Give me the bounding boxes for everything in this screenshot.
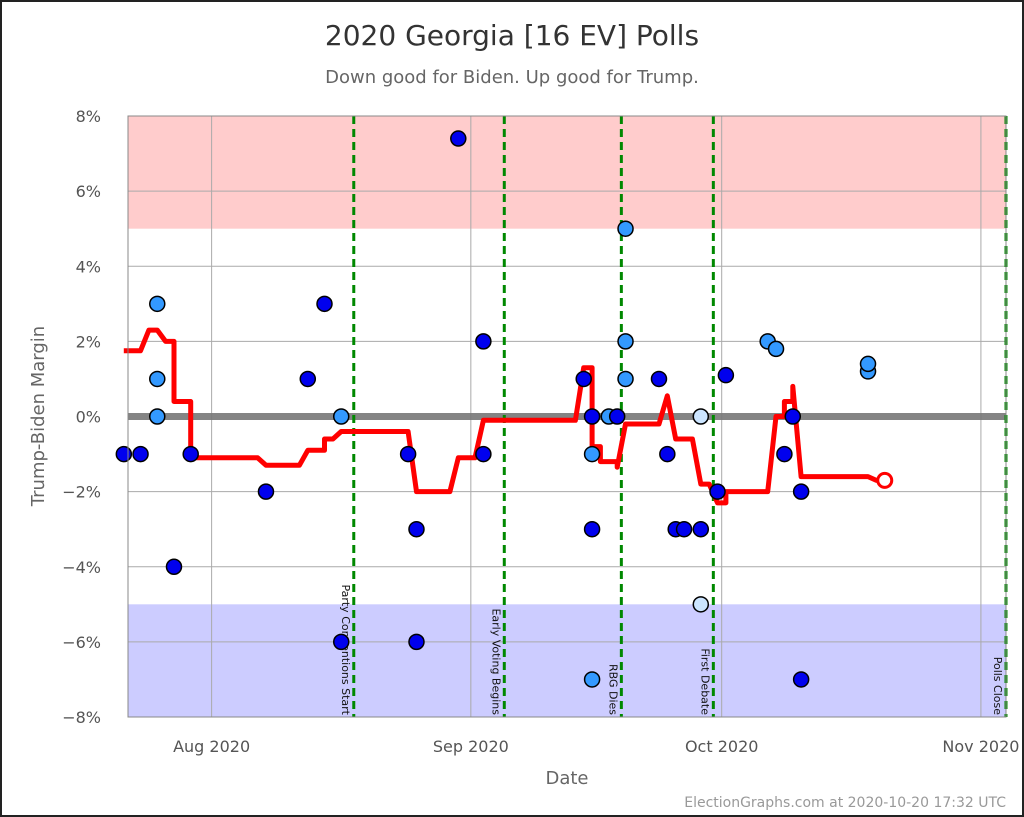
plot-border [127,115,1007,718]
poll-point [149,408,166,425]
poll-point [450,130,467,147]
poll-point [299,370,317,388]
y-tick-label: −2% [62,483,101,502]
poll-point [149,370,166,388]
poll-point [475,445,492,463]
average-line [123,327,885,506]
poll-point [792,671,810,688]
y-tick-label: −8% [62,708,101,727]
poll-point [650,370,668,388]
poll-point [776,445,793,463]
y-tick-label: 0% [76,408,101,427]
event-label: Polls Close [991,657,1004,716]
poll-point [608,408,626,425]
chart-title: 2020 Georgia [16 EV] Polls [325,19,699,52]
poll-point [149,295,166,313]
x-tick-label: Sep 2020 [433,737,509,756]
poll-point [617,220,634,237]
event-label: RBG Dies [606,664,619,715]
poll-point [165,558,183,575]
event-label: First Debate [698,648,711,715]
poll-point [182,445,199,463]
y-tick-label: 4% [76,257,101,276]
poll-point [692,520,710,538]
poll-point [659,445,676,463]
poll-point [475,333,492,350]
poll-point [692,408,710,425]
biden-band [128,604,1006,717]
poll-point [859,355,877,373]
poll-point [408,520,425,538]
poll-point [709,483,726,500]
x-tick-label: Oct 2020 [685,737,758,756]
poll-point [692,596,710,613]
poll-point [132,445,149,463]
credit-text: ElectionGraphs.com at 2020-10-20 17:32 U… [684,795,1006,811]
y-tick-label: −4% [62,558,101,577]
y-tick-label: 2% [76,332,101,351]
x-tick-label: Nov 2020 [942,737,1019,756]
y-tick-label: 8% [76,107,101,126]
trump-band [128,116,1006,229]
poll-point [583,408,601,425]
poll-point [115,445,133,463]
poll-point [408,633,425,651]
poll-point [575,370,592,388]
x-axis-label: Date [545,768,588,789]
event-label: Early Voting Begins [489,608,502,715]
poll-point [617,370,634,388]
x-tick-label: Aug 2020 [173,737,250,756]
poll-point [675,520,693,538]
poll-point [717,366,735,384]
poll-point [583,445,601,463]
poll-point [332,633,350,651]
poll-point [257,483,275,500]
poll-point [617,333,634,350]
average-end-marker [876,471,894,489]
chart-subtitle: Down good for Biden. Up good for Trump. [325,67,699,88]
y-tick-label: −6% [62,633,101,652]
poll-point [792,483,810,500]
poll-point [784,408,802,425]
poll-point [316,295,333,313]
poll-point [583,671,601,688]
event-label: Party Conventions Start [339,584,352,715]
poll-point [583,520,601,538]
poll-point [399,445,417,463]
poll-point [767,340,785,358]
y-tick-label: 6% [76,182,101,201]
poll-point [332,408,350,425]
y-axis-label: Trump-Biden Margin [28,326,49,507]
